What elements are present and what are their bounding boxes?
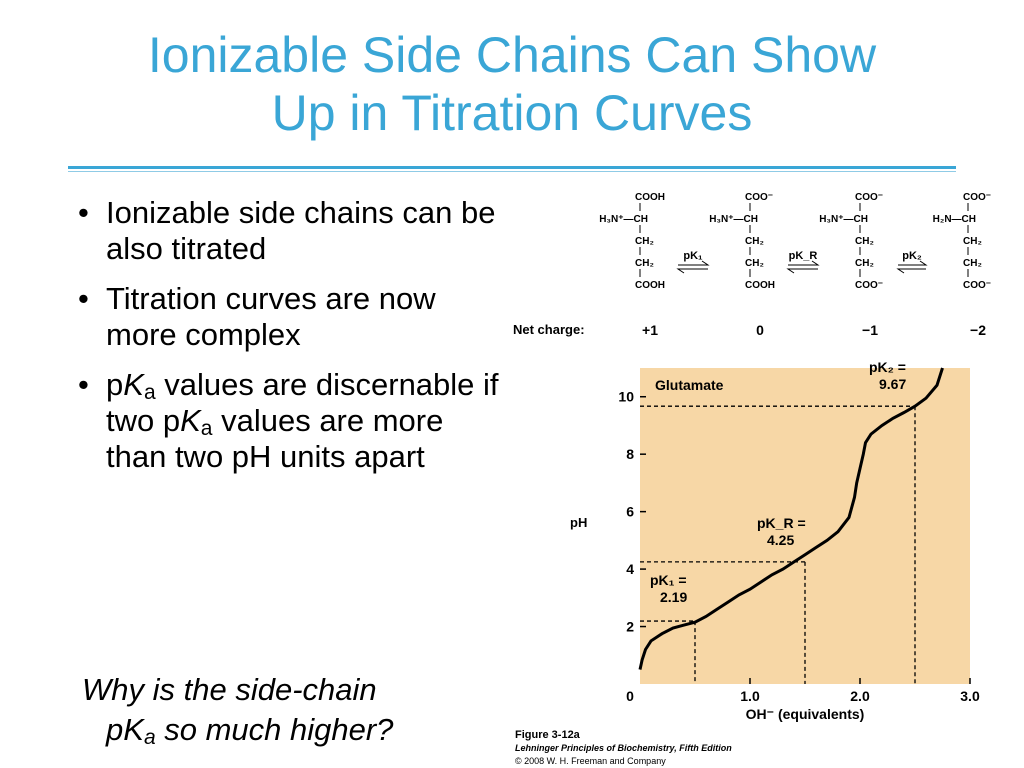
bullet-dot: • <box>78 281 89 316</box>
a-subscript: a <box>143 726 156 749</box>
species-amine: H₃N⁺—CH <box>819 214 868 225</box>
x-tick-label: 0 <box>626 688 634 704</box>
y-tick-label: 10 <box>618 389 634 405</box>
species-top-group: COO⁻ <box>963 192 991 203</box>
k-symbol: K <box>123 712 144 747</box>
titration-curve <box>638 367 944 670</box>
equilibrium-label: pK₂ <box>902 250 922 262</box>
pk-label: pK₁ = <box>650 572 687 588</box>
species-top-group: COO⁻ <box>745 192 773 203</box>
bullet-text-mid: values are discernable if two p <box>106 367 499 438</box>
y-tick-label: 8 <box>626 446 634 462</box>
species-ch2: CH₂ <box>963 236 982 247</box>
species-bottom-group: COOH <box>745 280 775 291</box>
net-charge-value: −2 <box>970 322 986 338</box>
x-tick-label: 2.0 <box>850 688 870 704</box>
x-axis-label: OH⁻ (equivalents) <box>746 706 865 722</box>
species-amine: H₃N⁺—CH <box>709 214 758 225</box>
species-3: COO⁻ H₃N⁺—CH CH₂ CH₂ COO⁻ <box>819 192 883 291</box>
question-rest: so much higher? <box>155 712 394 747</box>
title-divider-thin <box>68 171 956 172</box>
k-symbol: K <box>180 403 201 438</box>
net-charge-value: +1 <box>642 322 658 338</box>
equilibrium-3: pK₂ <box>896 250 928 274</box>
a-subscript: a <box>143 381 156 404</box>
species-1: COOH H₃N⁺—CH CH₂ CH₂ COOH <box>599 192 665 291</box>
p-prefix: p <box>106 367 124 402</box>
bullet-text: Titration curves are now more complex <box>106 281 436 352</box>
species-ch2: CH₂ <box>855 236 874 247</box>
species-top-group: COO⁻ <box>855 192 883 203</box>
pk-value: 4.25 <box>767 532 794 548</box>
forward-arrow <box>788 260 820 266</box>
slide-title: Ionizable Side Chains Can Show Up in Tit… <box>20 26 1004 142</box>
glutamate-structures: COOHH₃N⁺—CHCH₂CH₂COOHCOO⁻H₃N⁺—CHCH₂CH₂CO… <box>599 192 991 291</box>
pk-guide-lines <box>640 405 916 684</box>
equilibrium-label: pK_R <box>789 250 818 262</box>
pk-label: pK_R = <box>757 515 806 531</box>
species-amine: H₂N—CH <box>933 214 976 225</box>
species-top-group: COOH <box>635 192 665 203</box>
x-tick-label: 3.0 <box>960 688 980 704</box>
reverse-arrow <box>676 268 708 274</box>
net-charge-label: Net charge: <box>513 322 585 337</box>
equilibrium-2: pK_R <box>786 250 820 274</box>
copyright: © 2008 W. H. Freeman and Company <box>515 756 666 766</box>
net-charge-value: 0 <box>756 322 764 338</box>
species-bottom-group: COOH <box>635 280 665 291</box>
y-axis-label: pH <box>570 515 587 530</box>
book-title: Lehninger Principles of Biochemistry, Fi… <box>515 743 732 753</box>
reverse-arrow <box>786 268 818 274</box>
species-4: COO⁻ H₂N—CH CH₂ CH₂ COO⁻ <box>933 192 991 291</box>
reverse-arrow <box>896 268 926 274</box>
titration-figure: COOHH₃N⁺—CHCH₂CH₂COOHCOO⁻H₃N⁺—CHCH₂CH₂CO… <box>513 192 991 766</box>
chart-title: Glutamate <box>655 377 724 393</box>
species-ch2: CH₂ <box>745 258 764 269</box>
slide-title-line1: Ionizable Side Chains Can Show <box>147 27 877 83</box>
question-text: Why is the side-chain pKa so much higher… <box>82 670 502 750</box>
bullet-text-rest: values are more than two pH units apart <box>106 403 444 474</box>
species-bottom-group: COO⁻ <box>963 280 991 291</box>
bullet-text: Ionizable side chains can be also titrat… <box>106 195 496 266</box>
net-charges: +1 0 −1 −2 <box>642 322 986 338</box>
bullet-dot: • <box>78 367 89 402</box>
pk-label: pK₂ = <box>869 359 906 375</box>
bullet-item: • Titration curves are now more complex <box>78 281 508 353</box>
species-ch2: CH₂ <box>855 258 874 269</box>
species-ch2: CH₂ <box>963 258 982 269</box>
species-ch2: CH₂ <box>745 236 764 247</box>
y-tick-label: 4 <box>626 561 634 577</box>
y-tick-label: 2 <box>626 619 634 635</box>
figure-number: Figure 3-12a <box>515 729 581 741</box>
forward-arrow <box>898 260 928 266</box>
species-amine: H₃N⁺—CH <box>599 214 648 225</box>
pk-annotations: pK₁ =2.19 pK_R =4.25 pK₂ =9.67 <box>650 359 906 605</box>
net-charge-value: −1 <box>862 322 878 338</box>
species-ch2: CH₂ <box>635 258 654 269</box>
bullet-item: • pKa values are discernable if two pKa … <box>78 367 508 475</box>
title-divider <box>68 166 956 169</box>
pk-value: 9.67 <box>879 376 906 392</box>
axis-ticks: 2 4 6 8 10 0 1.0 2.0 3.0 <box>618 389 980 704</box>
bullet-item: • Ionizable side chains can be also titr… <box>78 195 508 267</box>
slide-title-line2: Up in Titration Curves <box>271 85 753 141</box>
species-bottom-group: COO⁻ <box>855 280 883 291</box>
bullet-dot: • <box>78 195 89 230</box>
x-tick-label: 1.0 <box>740 688 760 704</box>
species-ch2: CH₂ <box>635 236 654 247</box>
forward-arrow <box>678 260 710 266</box>
question-line1: Why is the side-chain <box>82 672 377 707</box>
equilibrium-arrows: pK₁ pK_R pK₂ <box>676 250 928 274</box>
k-symbol: K <box>123 367 144 402</box>
a-subscript: a <box>200 417 213 440</box>
question-line2: pKa so much higher? <box>82 710 502 750</box>
species-2: COO⁻ H₃N⁺—CH CH₂ CH₂ COOH <box>709 192 775 291</box>
bullet-text: pKa values are discernable if two pKa va… <box>106 367 508 475</box>
equilibrium-label: pK₁ <box>683 250 703 262</box>
bullet-list: • Ionizable side chains can be also titr… <box>78 195 508 489</box>
equilibrium-1: pK₁ <box>676 250 710 274</box>
p-prefix: p <box>106 712 124 747</box>
pk-value: 2.19 <box>660 589 687 605</box>
y-tick-label: 6 <box>626 504 634 520</box>
